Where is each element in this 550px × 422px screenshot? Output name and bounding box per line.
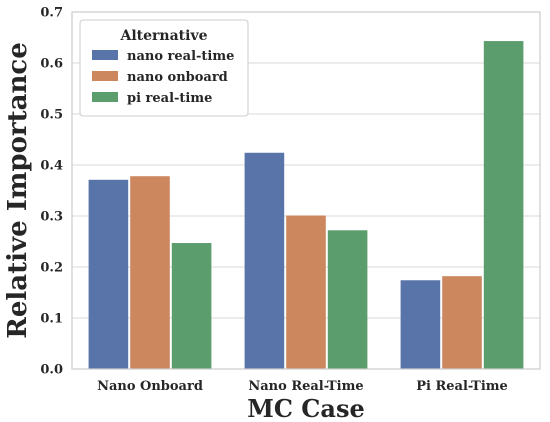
plot-frame [71, 11, 541, 370]
bar-pi-real-time-pi-real-time [483, 41, 524, 369]
y-tick-label: 0.1 [40, 312, 63, 327]
bar-nano-onboard-nano-real-time [286, 215, 326, 369]
bars-group [88, 41, 524, 369]
bar-nano-onboard-nano-onboard [130, 176, 170, 369]
y-tick-label: 0.5 [40, 108, 63, 123]
y-tick-label: 0.4 [40, 159, 63, 174]
y-tick-label: 0.0 [40, 363, 63, 378]
x-tick-label: Nano Onboard [97, 379, 203, 394]
legend-label: nano real-time [127, 49, 234, 64]
legend-swatch [92, 71, 118, 81]
x-tick-labels: Nano Onboard Nano Real-Time Pi Real-Time [97, 379, 508, 394]
x-axis-title: MC Case [247, 394, 364, 422]
bar-pi-real-time-nano-real-time [327, 230, 368, 369]
legend-swatch [92, 92, 118, 102]
y-tick-label: 0.7 [40, 6, 63, 21]
legend-box [79, 19, 249, 117]
legend-items: nano real-time nano onboard pi real-time [92, 49, 234, 106]
legend-label: nano onboard [127, 70, 228, 85]
legend-swatch [92, 50, 118, 60]
y-tick-label: 0.2 [40, 261, 63, 276]
y-tick-labels: 0.0 0.1 0.2 0.3 0.4 0.5 0.6 0.7 [40, 6, 63, 378]
bar-pi-real-time-nano-onboard [171, 243, 212, 369]
y-tick-label: 0.6 [40, 57, 63, 72]
bar-nano-real-time-nano-real-time [244, 152, 285, 369]
y-axis-title: Relative Importance [3, 42, 33, 339]
legend-title: Alternative [119, 28, 207, 44]
bar-nano-real-time-nano-onboard [88, 179, 129, 369]
x-tick-label: Pi Real-Time [416, 379, 508, 394]
y-tick-label: 0.3 [40, 210, 63, 225]
bar-nano-real-time-pi-real-time [400, 280, 441, 369]
legend-label: pi real-time [127, 91, 212, 106]
bar-nano-onboard-pi-real-time [442, 276, 482, 369]
x-tick-label: Nano Real-Time [248, 379, 363, 394]
legend: Alternative nano real-time nano onboard pi… [79, 19, 249, 117]
